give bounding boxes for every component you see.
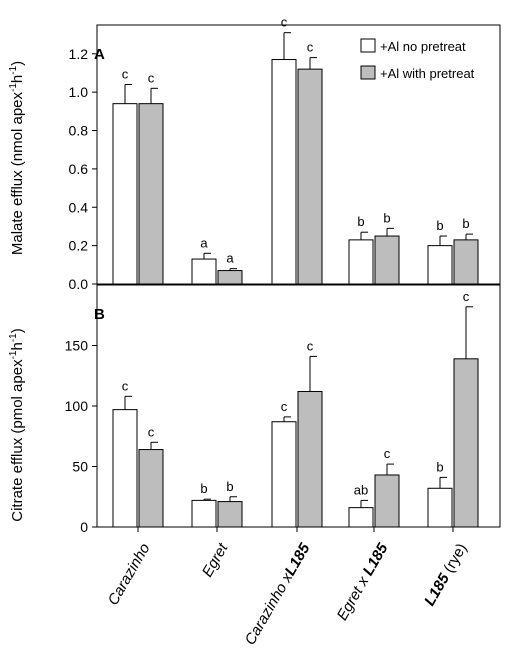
malate-y-axis-label: Malate efflux (nmol apex-1h-1): [8, 61, 26, 255]
panel-b-significance-letter: ab: [354, 482, 368, 497]
panel-a-significance-letter: b: [462, 216, 469, 231]
panel-a-significance-letter: a: [200, 235, 208, 250]
malate-ylabel-mid: h: [9, 75, 26, 83]
panel-b-label: B: [94, 306, 105, 323]
x-tick-label: L185 (rye): [421, 541, 470, 609]
panel-b-significance-letter: b: [436, 459, 443, 474]
panel-a-significance-letter: c: [148, 70, 155, 85]
legend-label-with-pretreat: +Al with pretreat: [380, 66, 475, 81]
x-tick-label-part: Egret x: [334, 570, 375, 623]
malate-ylabel-post: ): [9, 61, 26, 66]
panel-a-bar: [112, 103, 138, 285]
legend-swatch-with-pretreat: [360, 65, 376, 80]
panel-a-ytick-label: 0.4: [69, 199, 89, 215]
citrate-ylabel-sup1: -1: [8, 350, 19, 359]
x-tick-label-part: (rye): [438, 541, 470, 580]
panel-b-significance-letter: b: [226, 479, 233, 494]
panel-a-label: A: [94, 46, 105, 63]
panel-a-bar: [138, 103, 164, 285]
panel-b-bar: [191, 499, 217, 528]
panel-a-bars: c a c b b c a c b b: [112, 15, 479, 285]
panel-b-bar: [348, 507, 374, 528]
panel-a-significance-letter: b: [357, 214, 364, 229]
panel-b-bar: [297, 390, 323, 528]
panel-b-ytick-label: 100: [65, 398, 89, 414]
panel-a-bar: [374, 235, 400, 285]
x-tick-label: Carazinho: [105, 541, 154, 609]
x-tick-label: Egret: [199, 540, 232, 580]
panel-b-significance-letter: c: [307, 338, 314, 353]
panel-b-significance-letter: c: [122, 378, 129, 393]
panel-a-frame: [96, 24, 501, 285]
panel-b-significance-letter: b: [200, 481, 207, 496]
panel-b-significance-letter: c: [148, 424, 155, 439]
panel-b-significance-letter: c: [463, 289, 470, 304]
malate-ylabel-pre: Malate efflux (nmol apex: [9, 92, 26, 256]
panel-a: c a c b b c a c b b 0.0 0.2 0.4 0.6 0.8 1.0 1.2 A +Al n…: [8, 15, 501, 292]
panel-b-bar: [112, 409, 138, 528]
panel-b-axes: 0 50 100 150: [65, 284, 501, 535]
legend-label-no-pretreat: +Al no pretreat: [380, 39, 466, 54]
citrate-ylabel-pre: Citrate efflux (pmol apex: [9, 359, 26, 522]
malate-ylabel-sup1: -1: [8, 83, 19, 92]
panel-b: c b c ab b c b c c c 0 50 100 150 B Citrate efflux (…: [8, 284, 501, 535]
citrate-ylabel-post: ): [9, 328, 26, 333]
panel-a-significance-letter: c: [122, 66, 129, 81]
panel-b-ytick-label: 50: [72, 459, 88, 475]
panel-a-ytick-label: 0.2: [69, 238, 89, 254]
citrate-ylabel-sup2: -1: [8, 333, 19, 342]
citrate-ylabel-mid: h: [9, 342, 26, 350]
panel-b-bars: c b c ab b c b c c c: [112, 289, 479, 528]
legend-swatch-no-pretreat: [360, 38, 376, 53]
legend: +Al no pretreat +Al with pretreat: [360, 38, 475, 81]
panel-a-significance-letter: c: [307, 40, 314, 55]
panel-a-bar: [217, 270, 243, 285]
panel-a-ytick-label: 0.0: [69, 276, 89, 292]
panel-a-ytick-label: 0.6: [69, 161, 89, 177]
x-tick-label: Carazinho xL185: [242, 540, 314, 648]
panel-b-bar: [374, 474, 400, 528]
panel-a-bar: [271, 59, 297, 285]
panel-a-ytick-label: 0.8: [69, 123, 89, 139]
panel-a-bar: [453, 239, 479, 285]
panel-b-significance-letter: c: [281, 399, 288, 414]
panel-a-bar: [297, 68, 323, 285]
panel-b-ytick-label: 150: [65, 338, 89, 354]
panel-a-significance-letter: c: [281, 15, 288, 30]
panel-a-bar: [348, 239, 374, 285]
panel-a-bar: [427, 245, 453, 285]
panel-b-bar: [217, 501, 243, 528]
panel-b-bar: [453, 358, 479, 528]
panel-a-significance-letter: a: [226, 251, 234, 266]
panel-b-ytick-label: 0: [80, 519, 88, 535]
x-tick-label: Egret x L185: [334, 540, 392, 623]
malate-ylabel-sup2: -1: [8, 65, 19, 74]
x-tick-label-part: Egret: [199, 540, 232, 580]
panel-a-significance-letter: b: [436, 218, 443, 233]
citrate-y-axis-label: Citrate efflux (pmol apex-1h-1): [8, 328, 26, 521]
x-tick-label-part: Carazinho: [105, 541, 154, 609]
panel-a-axes: 0.0 0.2 0.4 0.6 0.8 1.0 1.2: [69, 24, 501, 292]
panel-b-bar: [271, 421, 297, 528]
x-tick-label-part: L185: [360, 540, 392, 579]
panel-a-bar: [191, 258, 217, 285]
panel-a-significance-letter: b: [383, 210, 390, 225]
panel-b-significance-letter: c: [384, 446, 391, 461]
x-tick-label-part: L185: [282, 540, 314, 579]
panel-b-bar: [427, 487, 453, 528]
panel-a-ytick-label: 1.0: [69, 84, 89, 100]
x-tick-label-part: Carazinho x: [242, 570, 297, 648]
panel-b-bar: [138, 449, 164, 528]
panel-a-ytick-label: 1.2: [69, 46, 89, 62]
